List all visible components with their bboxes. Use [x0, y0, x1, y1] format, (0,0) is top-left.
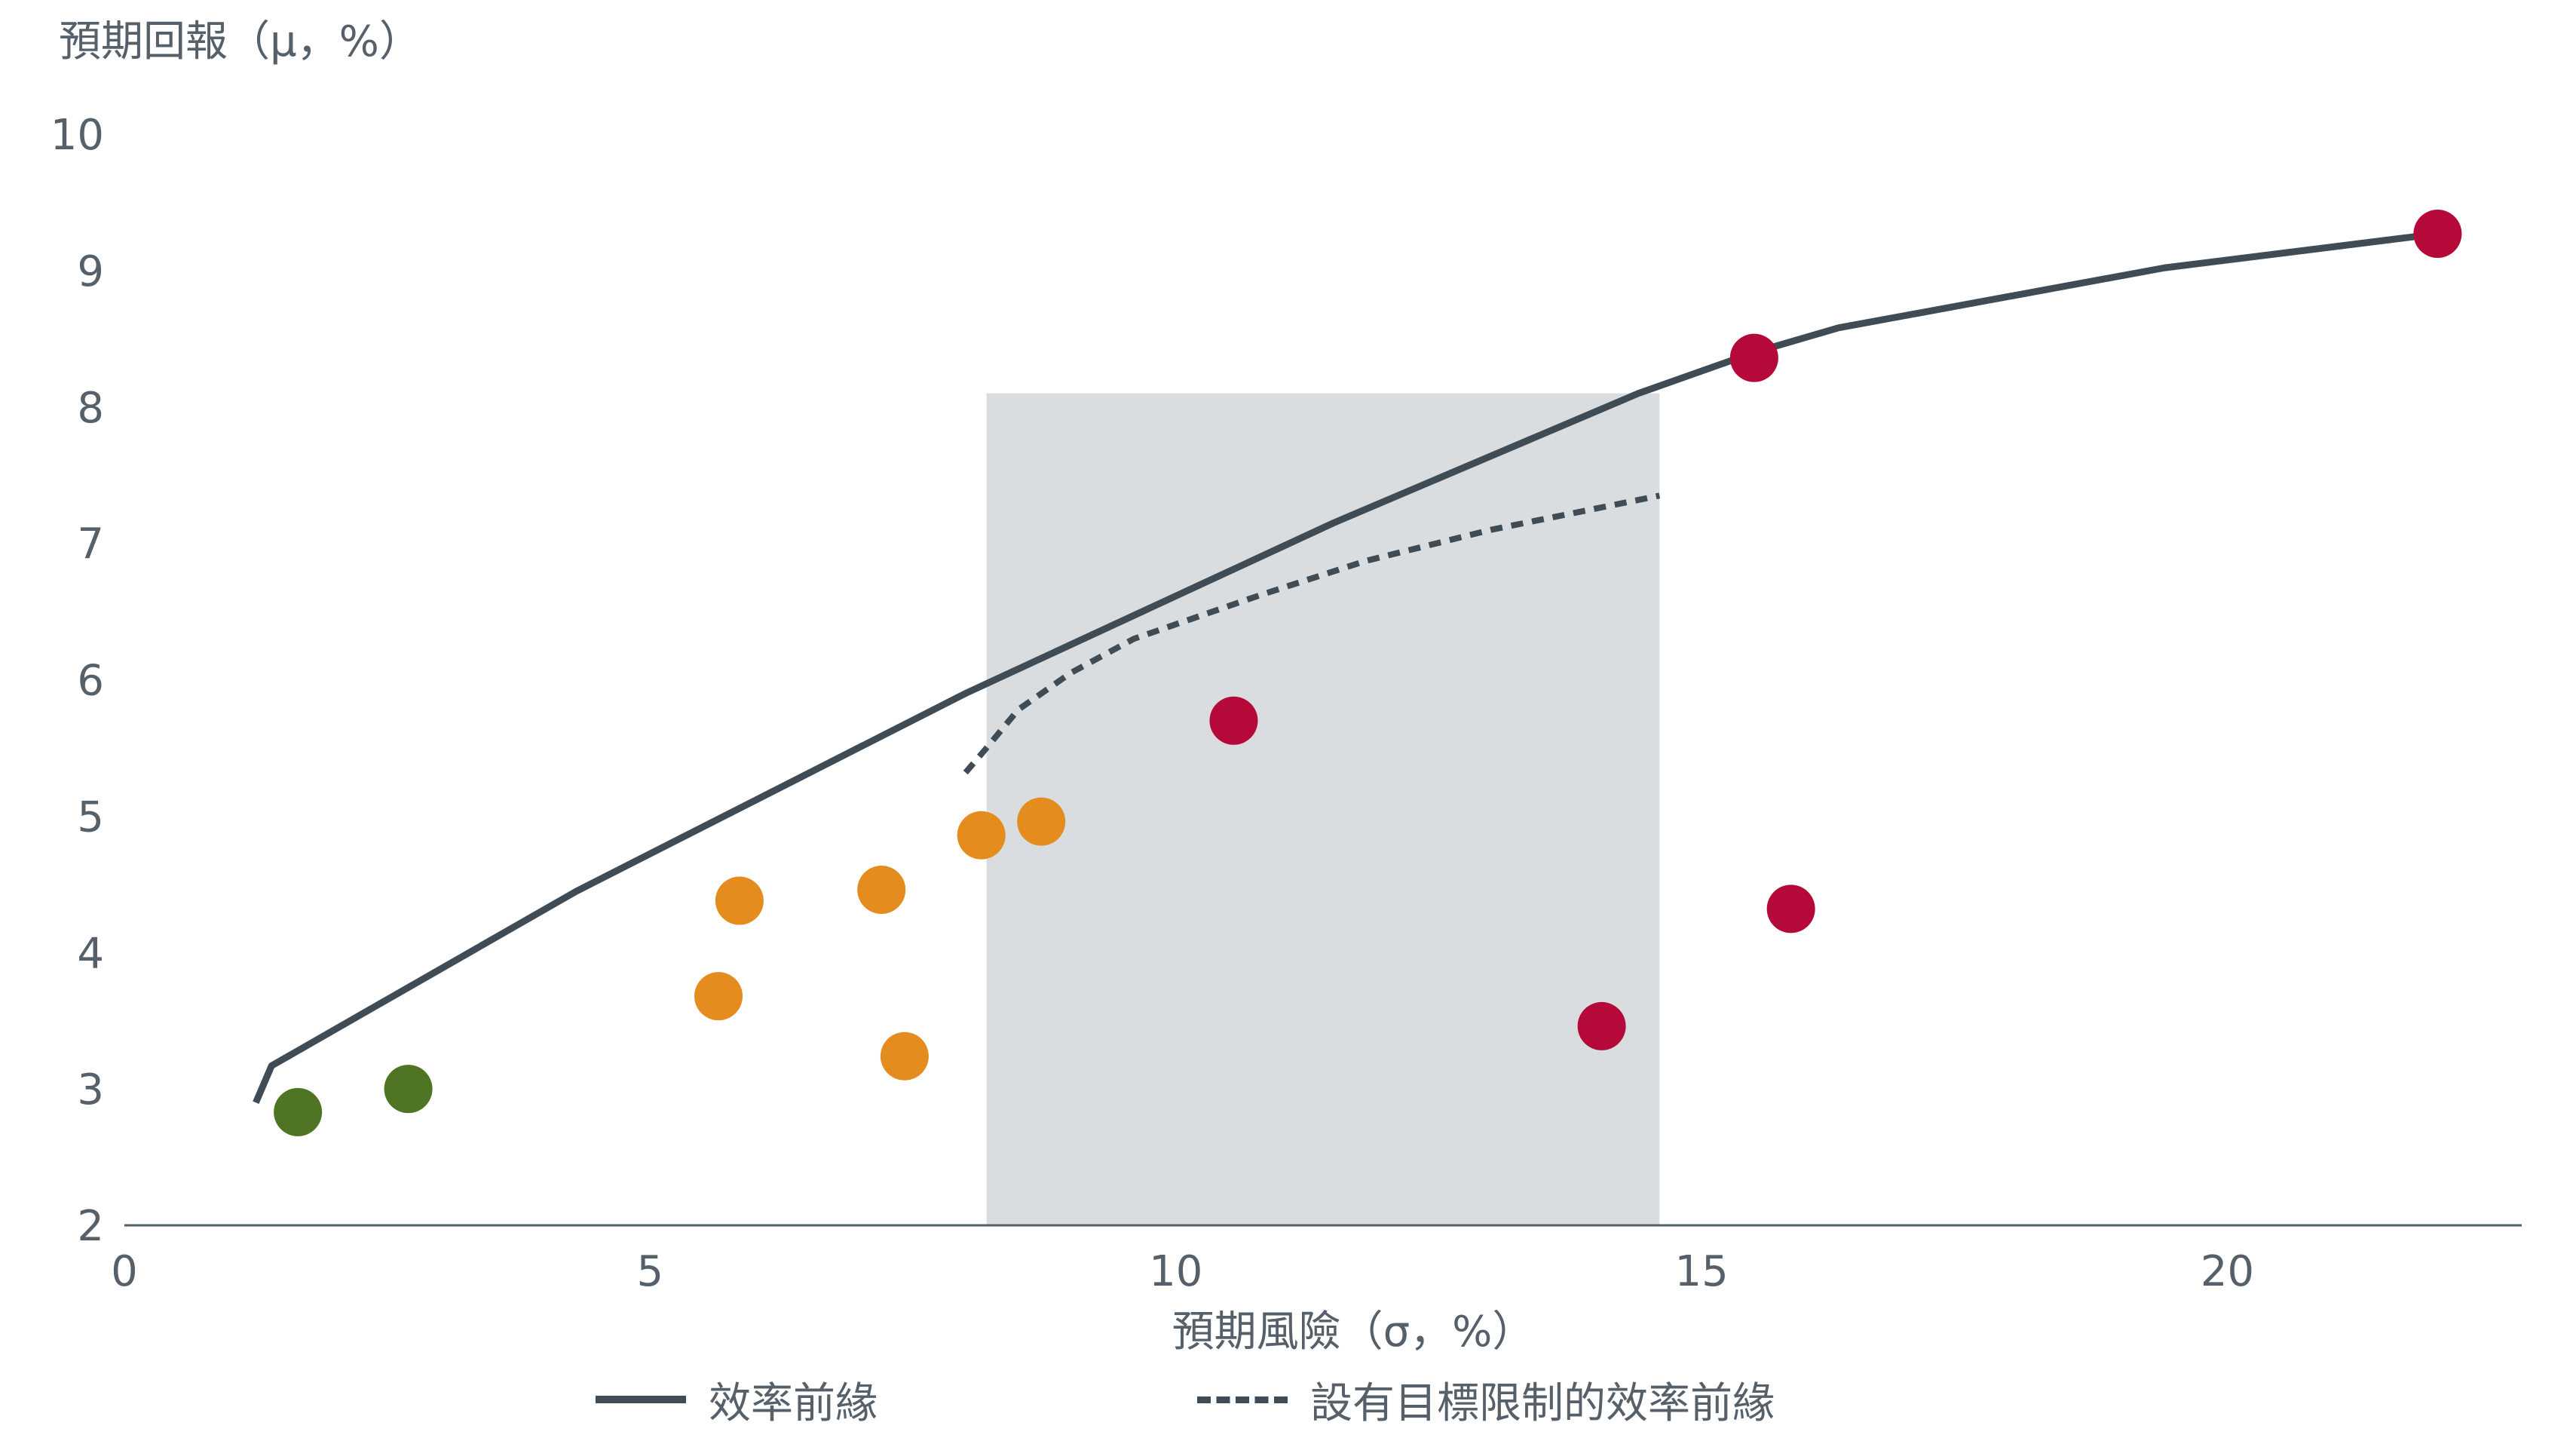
y-tick-label: 2: [77, 1202, 104, 1251]
y-tick-label: 5: [77, 792, 104, 842]
y-tick-label: 4: [77, 929, 104, 978]
scatter-point: [880, 1032, 929, 1081]
x-tick-label: 0: [111, 1247, 138, 1296]
legend-constrained-frontier: 設有目標限制的效率前緣: [1197, 1372, 1775, 1428]
scatter-point: [1766, 884, 1815, 933]
y-tick-label: 7: [77, 520, 104, 569]
scatter-point: [1729, 333, 1778, 382]
legend-dashed-line-swatch: [1197, 1396, 1288, 1403]
y-axis-title: 預期回報（μ，%）: [59, 17, 421, 66]
scatter-point: [384, 1065, 433, 1114]
legend-label: 設有目標限制的效率前緣: [1310, 1378, 1775, 1428]
efficient-frontier-line: [253, 230, 2438, 1104]
legend-solid-line-swatch: [596, 1396, 686, 1403]
scatter-point: [274, 1087, 323, 1136]
scatter-point: [857, 866, 906, 915]
scatter-point: [694, 972, 743, 1021]
x-tick-label: 15: [1674, 1247, 1728, 1296]
x-tick-label: 10: [1149, 1247, 1202, 1296]
scatter-point: [957, 811, 1006, 860]
scatter-point: [1209, 696, 1258, 745]
scatter-point: [1017, 797, 1066, 846]
legend-label: 效率前緣: [709, 1378, 878, 1428]
y-tick-label: 8: [77, 384, 104, 433]
y-tick-label: 6: [77, 657, 104, 706]
x-tick-label: 5: [637, 1247, 664, 1296]
y-tick-label: 10: [51, 111, 104, 160]
y-tick-label: 3: [77, 1065, 104, 1114]
scatter-point: [1577, 1001, 1626, 1050]
legend-efficient-frontier: 效率前緣: [596, 1372, 878, 1428]
x-tick-label: 20: [2201, 1247, 2254, 1296]
scatter-point: [2413, 210, 2462, 259]
constrained-frontier-line: [963, 492, 1661, 775]
y-tick-label: 9: [77, 247, 104, 296]
target-risk-band: [986, 393, 1660, 1225]
scatter-point: [715, 876, 764, 925]
x-axis-title: 預期風險（σ，%）: [1172, 1308, 1535, 1357]
